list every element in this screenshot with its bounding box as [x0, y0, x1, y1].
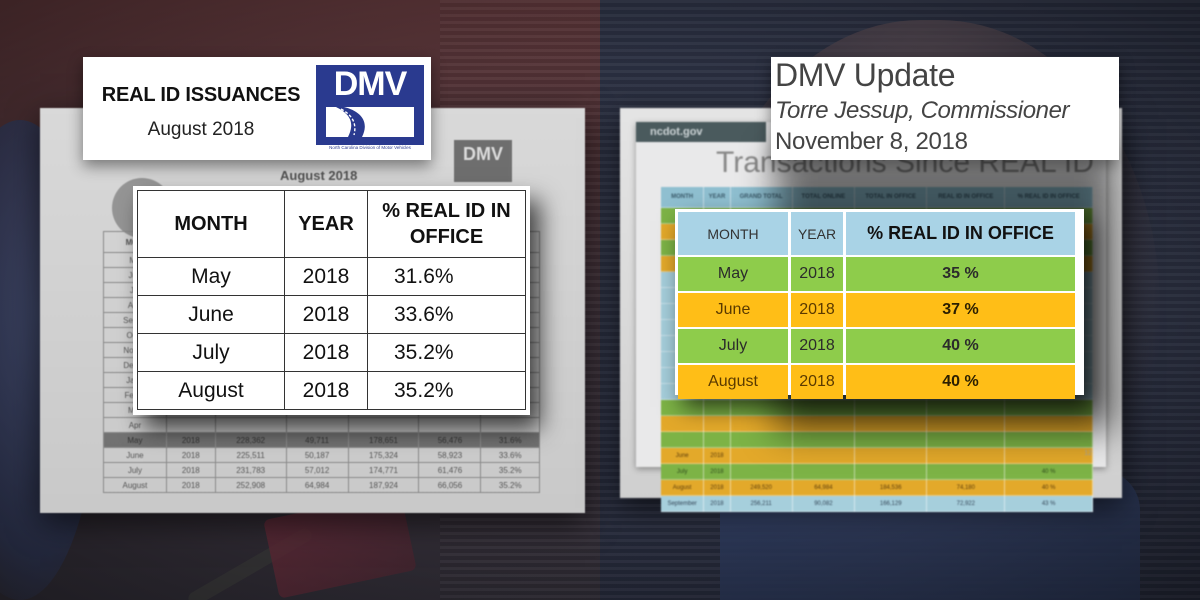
slide-page-number: 12 — [1084, 450, 1092, 457]
update-date: November 8, 2018 — [775, 128, 968, 155]
sheet-row: July 2018 231,783 57,012 174,771 61,476 35.2% — [103, 462, 540, 478]
table-row: May 2018 35 % — [678, 257, 1075, 291]
column-header-month: MONTH — [137, 190, 285, 258]
sheet-row: June 2018 225,511 50,187 175,324 58,923 33.6% — [103, 447, 540, 463]
slide-row: July 2018 40 % — [661, 463, 1093, 480]
real-id-issuances-card: REAL ID ISSUANCES August 2018 DMV North … — [83, 57, 431, 160]
real-id-table-left: MONTH YEAR % REAL ID IN OFFICE May 2018 … — [133, 186, 530, 415]
table-row: June 2018 33.6% — [137, 295, 526, 334]
column-header-month: MONTH — [678, 212, 788, 255]
slide-row: August 2018 249,520 64,984 184,536 74,180 40 % — [661, 479, 1093, 496]
sheet-row: August 2018 252,908 64,984 187,924 66,056 35.2… — [103, 477, 540, 493]
column-header-pct: % REAL ID IN OFFICE — [846, 212, 1075, 255]
dmv-logo-letters: DMV — [333, 65, 408, 103]
update-title: DMV Update — [775, 57, 956, 93]
column-header-year: YEAR — [284, 190, 368, 258]
sheet-row: May 2018 228,362 49,711 178,651 56,476 31.6% — [103, 432, 540, 448]
dmv-logo: DMV North Carolina Division of Motor Veh… — [316, 65, 424, 154]
dmv-logo-caption: North Carolina Division of Motor Vehicle… — [329, 145, 411, 150]
table-header-row: MONTH YEAR % REAL ID IN OFFICE — [678, 212, 1075, 255]
table-row: May 2018 31.6% — [137, 257, 526, 296]
slide-row: September 2018 256,211 90,082 166,129 72,922 4… — [661, 495, 1093, 512]
table-row: August 2018 35.2% — [137, 371, 526, 410]
table-row: July 2018 40 % — [678, 329, 1075, 363]
table-row: August 2018 40 % — [678, 365, 1075, 399]
slide-site-bar: ncdot.gov — [636, 122, 766, 142]
road-icon — [326, 107, 414, 137]
column-header-year: YEAR — [791, 212, 843, 255]
presenter-name: Torre Jessup, Commissioner — [775, 97, 1070, 124]
card-subtitle: August 2018 — [147, 119, 255, 140]
card-title: REAL ID ISSUANCES — [101, 84, 301, 106]
column-header-pct: % REAL ID IN OFFICE — [367, 190, 526, 258]
document-subtitle: August 2018 — [280, 168, 358, 183]
dmv-logo-small: DMV — [454, 140, 512, 182]
table-header-row: MONTH YEAR % REAL ID IN OFFICE — [137, 190, 526, 258]
slide-row: June 2018 — [661, 447, 1093, 464]
table-row: July 2018 35.2% — [137, 333, 526, 372]
real-id-table-right: MONTH YEAR % REAL ID IN OFFICE May 2018 … — [675, 209, 1084, 399]
dmv-update-card: DMV Update Torre Jessup, Commissioner No… — [771, 57, 1119, 160]
table-row: June 2018 37 % — [678, 293, 1075, 327]
